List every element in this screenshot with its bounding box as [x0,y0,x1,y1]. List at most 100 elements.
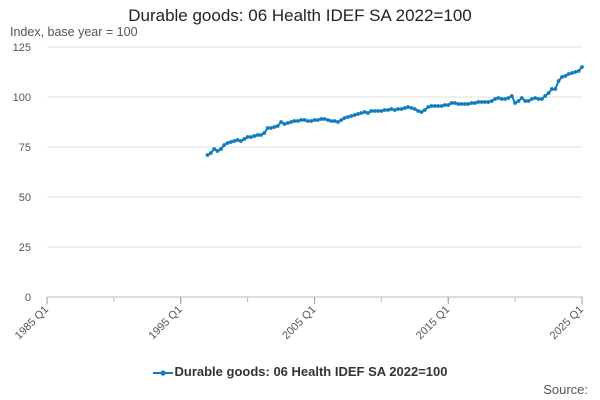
data-point [289,120,293,124]
data-point [275,124,280,128]
data-point [523,99,528,103]
data-point [225,141,230,145]
x-tick-label: 2015 Q1 [414,304,452,342]
data-point [456,102,461,106]
data-point [489,99,494,103]
data-point [379,109,384,113]
data-point [406,105,410,109]
gridlines [47,46,582,298]
data-point [463,102,467,106]
data-point [329,119,334,123]
data-point [506,96,511,100]
data-point [399,107,404,111]
data-point [315,118,320,122]
data-point [449,101,454,105]
data-point [339,118,344,122]
data-point [466,102,471,106]
data-point [580,65,584,69]
source-label: Source: [543,382,588,397]
data-point [469,101,474,105]
x-tick-label: 2025 Q1 [548,304,586,342]
data-point [540,97,544,101]
data-point [509,94,514,98]
y-tick-label: 0 [25,292,31,304]
data-point [483,100,487,104]
data-point [573,70,578,74]
data-point [279,120,283,124]
data-point [229,140,233,144]
data-point [205,153,210,157]
data-point [546,91,551,95]
data-point [222,143,227,147]
data-point [439,104,444,108]
data-point [372,109,377,113]
data-point [426,105,431,109]
data-point [219,147,223,151]
data-point [563,74,568,78]
data-point [433,104,437,108]
data-point [543,94,548,98]
data-point [503,97,507,101]
y-tick-label: 25 [19,242,31,254]
chart-title: Durable goods: 06 Health IDEF SA 2022=10… [128,6,472,25]
data-point [499,97,504,101]
data-point [396,107,400,111]
data-point [245,135,250,139]
data-point [389,107,394,111]
data-point [526,99,531,103]
data-point [362,110,367,114]
data-point [349,114,354,118]
data-point [422,108,427,112]
data-point [359,111,364,115]
x-tick-label: 1995 Q1 [147,304,185,342]
data-point [242,137,247,141]
data-point [376,109,380,113]
data-point [402,106,407,110]
data-point [322,117,327,121]
data-point [479,100,484,104]
x-tick-label: 2005 Q1 [280,304,318,342]
data-point [382,108,387,112]
data-point [429,104,434,108]
data-point [519,96,524,100]
data-point [336,120,340,124]
series-points-layer [205,65,584,157]
data-point [412,107,417,111]
data-point [208,151,213,155]
data-point [419,110,424,114]
data-point [312,118,317,122]
data-point [536,97,541,101]
data-point [496,96,501,100]
y-tick-label: 125 [13,42,31,54]
data-point [259,133,263,137]
data-point [453,101,457,105]
y-tick-label: 75 [19,142,31,154]
data-point [476,100,481,104]
data-point [299,118,303,122]
y-tick-label: 50 [19,192,31,204]
legend-marker [152,369,173,376]
data-point [252,134,257,138]
data-point [232,139,237,143]
data-point [560,75,564,79]
data-point [305,119,310,123]
data-point [529,97,534,101]
data-point [550,87,554,91]
data-point [285,121,290,125]
data-point [332,119,337,123]
data-point [553,87,558,91]
data-point [392,108,397,112]
y-tick-label: 100 [13,92,31,104]
data-point [342,116,347,120]
data-point [309,119,314,123]
data-point [409,106,414,110]
data-point [346,115,350,119]
data-point [215,149,220,153]
data-point [255,133,260,137]
data-point [516,99,521,103]
data-point [269,126,273,130]
data-point [513,101,517,105]
data-point [212,147,217,151]
data-point [366,111,370,115]
data-point [282,122,287,126]
